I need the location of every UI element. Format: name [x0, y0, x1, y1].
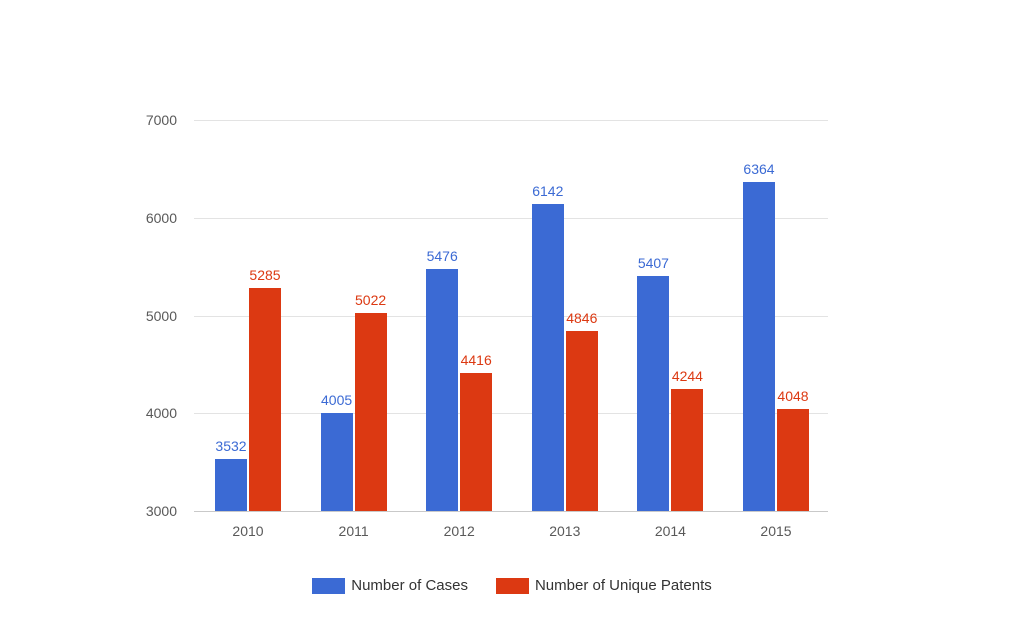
bar-value-label-cases-2015: 6364: [743, 161, 775, 178]
legend-label-patents: Number of Unique Patents: [534, 577, 712, 594]
y-axis-tick-label: 6000: [145, 209, 177, 226]
y-axis-tick-label: 7000: [145, 112, 177, 128]
bar-patents-2015[interactable]: [777, 408, 809, 511]
x-axis-label-2012: 2012: [443, 523, 475, 539]
bar-value-label-patents-2013: 4846: [566, 309, 598, 326]
bar-value-label-cases-2010: 3532: [215, 437, 247, 454]
bar-cases-2015[interactable]: [743, 182, 775, 511]
bar-value-label-cases-2014: 5407: [637, 254, 669, 271]
legend-entry-number-of-unique-patents[interactable]: Number of Unique Patents: [495, 577, 712, 594]
gridline: [194, 413, 828, 415]
bar-patents-2014[interactable]: [671, 389, 704, 511]
legend: Number of Cases Number of Unique Patents: [0, 577, 1024, 594]
bar-cases-2010[interactable]: [215, 459, 247, 511]
bar-value-label-patents-2015: 4048: [777, 387, 809, 404]
x-axis-label-2015: 2015: [760, 523, 792, 539]
bar-cases-2014[interactable]: [637, 275, 670, 511]
x-axis-label-2011: 2011: [338, 523, 369, 539]
x-axis-label-2013: 2013: [549, 523, 581, 539]
bar-patents-2013[interactable]: [565, 330, 598, 511]
gridline: [194, 217, 828, 219]
bar-cases-2012[interactable]: [426, 268, 459, 511]
bar-cases-2013[interactable]: [531, 203, 564, 511]
legend-label-cases: Number of Cases: [351, 577, 468, 594]
bar-patents-2011[interactable]: [354, 313, 387, 511]
gridline: [194, 315, 828, 317]
bar-patents-2012[interactable]: [460, 372, 493, 511]
bar-value-label-patents-2014: 4244: [671, 368, 703, 385]
legend-swatch-patents: [495, 577, 529, 594]
x-axis-label-2010: 2010: [232, 523, 264, 539]
y-axis-tick-label: 3000: [145, 503, 177, 519]
legend-entry-number-of-cases[interactable]: Number of Cases: [312, 577, 468, 594]
bar-patents-2010[interactable]: [249, 287, 281, 511]
bar-value-label-cases-2011: 4005: [321, 391, 353, 408]
x-axis-label-2014: 2014: [654, 523, 686, 539]
bar-value-label-cases-2012: 5476: [426, 247, 458, 264]
y-axis-tick-label: 4000: [145, 405, 177, 422]
bar-value-label-cases-2013: 6142: [532, 182, 564, 199]
gridline: [194, 511, 828, 512]
plot-area: 3000 4000 5000 6000 7000 3532 5285 2010 4005 5022…: [146, 112, 828, 539]
bar-value-label-patents-2010: 5285: [249, 266, 281, 283]
legend-swatch-cases: [312, 577, 346, 594]
bar-value-label-patents-2011: 5022: [355, 292, 387, 309]
bar-value-label-patents-2012: 4416: [460, 351, 492, 368]
bar-cases-2011[interactable]: [320, 412, 353, 511]
y-axis-tick-label: 5000: [145, 307, 177, 324]
gridline: [194, 120, 828, 121]
